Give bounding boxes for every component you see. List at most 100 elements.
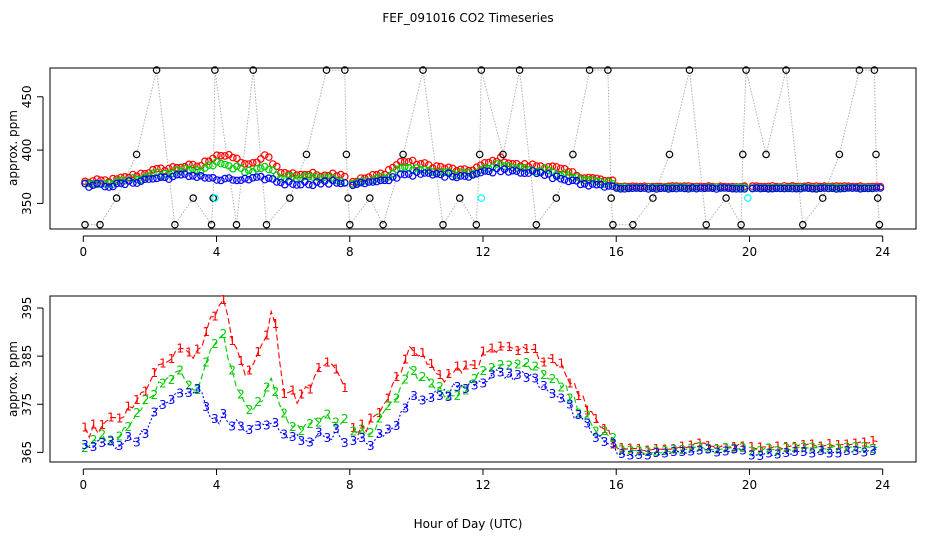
series-3-point	[532, 169, 541, 178]
series-3-point	[456, 172, 465, 180]
series-3-point	[556, 174, 565, 183]
reference-point	[477, 66, 486, 74]
reference-point	[96, 220, 104, 229]
series-2-point	[276, 174, 285, 182]
series-3-marker: 3	[731, 442, 739, 456]
series-2-point	[600, 180, 609, 188]
series-2-marker: 2	[211, 337, 219, 351]
series-3-point	[612, 184, 621, 192]
series-3-point	[360, 179, 369, 188]
series-1-marker: 1	[566, 377, 574, 391]
series-3-point	[137, 177, 145, 186]
series-3-point	[464, 173, 473, 181]
series-3-point	[776, 184, 785, 193]
x-tick-label-top: 0	[79, 245, 87, 259]
series-3-marker: 3	[687, 445, 695, 459]
series-2-marker: 2	[523, 356, 531, 370]
series-1-point	[256, 155, 265, 163]
series-1-marker: 1	[575, 389, 583, 403]
series-1-marker: 1	[124, 399, 132, 413]
series-2-point	[408, 166, 417, 175]
series-3-point	[664, 185, 673, 193]
series-1-point	[312, 171, 321, 179]
series-3-marker: 3	[176, 387, 184, 401]
series-1-marker: 1	[237, 354, 245, 368]
series-3-marker: 3	[402, 401, 410, 415]
series-3-point	[548, 174, 557, 183]
y-axis-label-top: approx. ppm	[6, 110, 20, 186]
series-2-marker: 2	[471, 372, 479, 386]
series-2-point	[360, 177, 369, 185]
series-1-marker: 1	[869, 434, 877, 448]
series-1-point	[260, 151, 269, 159]
series-2-point	[213, 158, 221, 166]
series-1-point	[185, 160, 193, 169]
series-1-marker: 1	[393, 370, 401, 384]
series-2-marker: 2	[557, 381, 565, 395]
series-1-marker: 1	[601, 422, 609, 436]
series-2-point	[256, 164, 265, 173]
series-2-point	[245, 166, 253, 175]
series-2-marker: 2	[627, 443, 635, 457]
series-3-point	[640, 184, 649, 192]
reference-point	[132, 150, 141, 159]
series-3-point	[145, 175, 153, 183]
series-3-marker: 3	[142, 427, 150, 441]
series-2-marker: 2	[341, 412, 349, 426]
series-2-point	[576, 175, 585, 183]
cyan-point	[743, 194, 752, 202]
series-3-marker: 3	[384, 423, 392, 437]
series-3-point	[820, 184, 829, 192]
series-2-marker: 2	[514, 357, 522, 371]
cyan-point	[477, 194, 486, 202]
series-2-marker: 2	[384, 399, 392, 413]
series-3-marker: 3	[835, 446, 843, 460]
series-2-marker: 2	[272, 385, 280, 399]
series-2-marker: 2	[609, 431, 617, 445]
series-3-point	[708, 184, 717, 193]
series-3-marker: 3	[211, 412, 219, 426]
series-3-point	[356, 178, 365, 187]
series-3-point	[544, 170, 553, 178]
series-2-marker: 2	[220, 327, 228, 341]
reference-point	[475, 150, 484, 159]
reference-point	[609, 220, 617, 229]
series-1-marker: 1	[757, 440, 765, 454]
series-3-point	[824, 184, 833, 193]
series-3-point	[852, 184, 861, 192]
series-2-marker: 2	[159, 377, 167, 391]
series-2-marker: 2	[133, 406, 141, 420]
series-1-point	[332, 172, 341, 180]
series-1-marker: 1	[852, 436, 860, 450]
series-3-marker: 3	[722, 445, 730, 459]
series-1-point	[308, 168, 317, 177]
series-2-marker: 2	[566, 391, 574, 405]
reference-point	[665, 150, 674, 159]
series-2-marker: 2	[653, 445, 661, 459]
series-2-point	[284, 172, 293, 180]
series-3-marker: 3	[774, 448, 782, 462]
series-3-point	[89, 181, 97, 190]
series-1-marker: 1	[289, 383, 297, 397]
reference-point	[189, 194, 198, 202]
reference-point	[207, 220, 216, 229]
series-3-point	[684, 185, 693, 193]
series-1-point	[221, 152, 229, 160]
reference-point	[345, 220, 354, 229]
series-3-marker: 3	[246, 423, 254, 437]
series-2-point	[237, 164, 245, 172]
series-2-marker: 2	[731, 442, 739, 456]
series-3-point	[624, 184, 633, 193]
series-3-point	[484, 167, 493, 176]
reference-point	[737, 220, 745, 229]
cyan-point	[211, 194, 219, 202]
series-3-marker: 3	[194, 382, 202, 396]
chart-title: FEF_091016 CO2 Timeseries	[382, 11, 553, 25]
series-2-point	[392, 165, 401, 174]
series-2-point	[288, 172, 297, 181]
series-1-marker: 1	[549, 352, 557, 366]
series-3-point	[85, 183, 93, 191]
series-3-point	[868, 184, 877, 193]
series-3-marker: 3	[298, 434, 306, 448]
